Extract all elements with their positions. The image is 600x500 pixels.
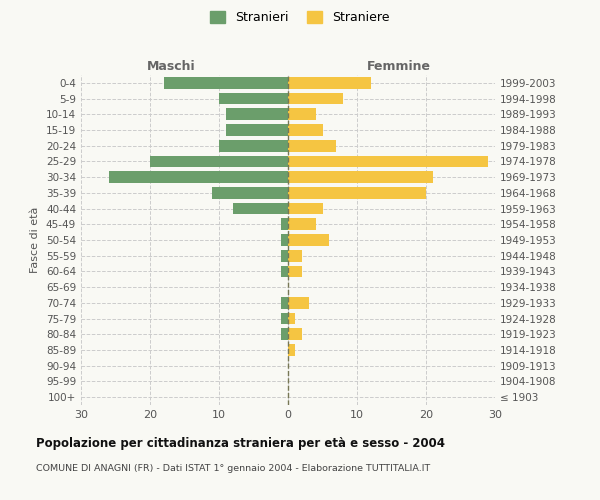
Bar (288, 140, 337, 151)
Bar (288, 187, 426, 198)
Text: Maschi: Maschi (146, 60, 196, 72)
Bar (288, 344, 295, 356)
Bar (288, 92, 343, 104)
Bar (226, 124, 288, 136)
Bar (288, 266, 302, 278)
Legend: Stranieri, Straniere: Stranieri, Straniere (205, 6, 395, 29)
Bar (281, 234, 288, 246)
Bar (281, 266, 288, 278)
Bar (164, 77, 288, 89)
Y-axis label: Fasce di età: Fasce di età (31, 207, 40, 273)
Bar (288, 156, 488, 168)
Bar (281, 328, 288, 340)
Bar (288, 234, 329, 246)
Bar (219, 140, 288, 151)
Bar (288, 171, 433, 183)
Bar (288, 312, 295, 324)
Bar (288, 328, 302, 340)
Bar (288, 108, 316, 120)
Bar (219, 92, 288, 104)
Bar (288, 77, 371, 89)
Bar (281, 250, 288, 262)
Bar (212, 187, 288, 198)
Text: Popolazione per cittadinanza straniera per età e sesso - 2004: Popolazione per cittadinanza straniera p… (36, 438, 445, 450)
Text: Femmine: Femmine (367, 60, 431, 72)
Bar (150, 156, 288, 168)
Bar (288, 250, 302, 262)
Bar (281, 218, 288, 230)
Bar (288, 202, 323, 214)
Text: COMUNE DI ANAGNI (FR) - Dati ISTAT 1° gennaio 2004 - Elaborazione TUTTITALIA.IT: COMUNE DI ANAGNI (FR) - Dati ISTAT 1° ge… (36, 464, 430, 473)
Bar (226, 108, 288, 120)
Bar (281, 312, 288, 324)
Bar (288, 297, 309, 308)
Bar (281, 297, 288, 308)
Bar (288, 124, 323, 136)
Bar (288, 218, 316, 230)
Bar (233, 202, 288, 214)
Bar (109, 171, 288, 183)
